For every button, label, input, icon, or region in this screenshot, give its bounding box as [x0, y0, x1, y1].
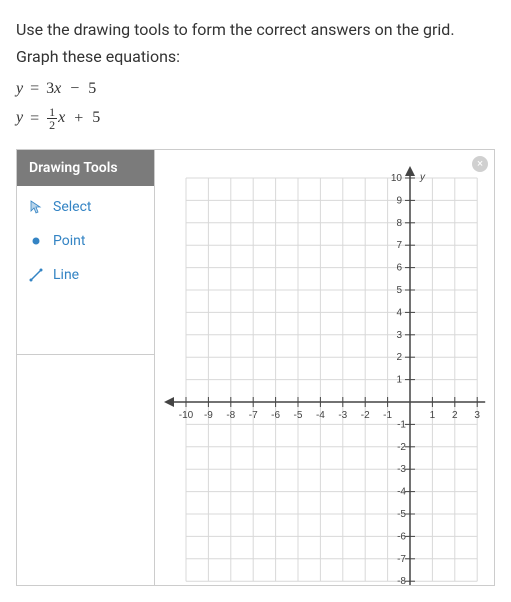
svg-text:7: 7: [396, 241, 402, 252]
eq2-fraction: 12: [47, 106, 57, 131]
graph-canvas[interactable]: × y-10-9-8-7-6-5-4-3-2-112312345678910-1…: [155, 150, 494, 585]
svg-text:1: 1: [396, 375, 402, 386]
drawing-tool-widget: Drawing Tools Select Point Line: [16, 149, 495, 586]
tool-select-label: Select: [53, 199, 91, 215]
tool-point-label: Point: [53, 233, 85, 249]
equations-block: y = 3x − 5 y = 12x + 5: [16, 80, 495, 131]
eq1-c: 5: [88, 80, 96, 97]
tool-line-label: Line: [53, 267, 79, 283]
line-icon: [29, 268, 43, 282]
svg-text:-5: -5: [294, 410, 303, 421]
svg-text:-7: -7: [249, 410, 258, 421]
svg-text:-5: -5: [397, 509, 406, 520]
tool-line[interactable]: Line: [17, 258, 154, 292]
dot-icon: [29, 234, 43, 248]
svg-text:-7: -7: [397, 554, 406, 565]
svg-text:2: 2: [452, 410, 458, 421]
coordinate-grid: y -10 -9 -8 -7 -6 -5 -4 -3 -2 -1 1 2 3 1 2 3 4 5 6 7 8 9 10 -1 -2…: [155, 150, 495, 585]
svg-text:-10: -10: [179, 410, 194, 421]
eq2-x: x: [58, 110, 65, 127]
svg-text:-4: -4: [316, 410, 325, 421]
eq1-op: −: [65, 80, 84, 97]
svg-text:2: 2: [396, 353, 402, 364]
svg-text:6: 6: [396, 263, 402, 274]
svg-text:-2: -2: [361, 410, 370, 421]
tool-select[interactable]: Select: [17, 190, 154, 224]
tool-list: Select Point Line: [17, 186, 154, 355]
tools-header: Drawing Tools: [17, 150, 154, 186]
svg-text:-9: -9: [204, 410, 213, 421]
eq2-den: 2: [47, 119, 57, 131]
eq2-c: 5: [92, 110, 100, 127]
svg-text:-8: -8: [397, 577, 406, 586]
svg-text:-6: -6: [271, 410, 280, 421]
eq2-op: +: [69, 110, 88, 127]
svg-text:-8: -8: [226, 410, 235, 421]
svg-text:3: 3: [396, 330, 402, 341]
svg-text:-2: -2: [397, 442, 406, 453]
svg-text:9: 9: [396, 196, 402, 207]
svg-text:-6: -6: [397, 532, 406, 543]
tools-sidebar: Drawing Tools Select Point Line: [17, 150, 155, 585]
tool-point[interactable]: Point: [17, 224, 154, 258]
equation-1: y = 3x − 5: [16, 80, 495, 98]
eq1-eq: =: [27, 80, 42, 97]
cursor-icon: [29, 200, 43, 214]
instruction-line-1: Use the drawing tools to form the correc…: [16, 16, 495, 43]
eq1-x: x: [54, 80, 61, 97]
eq2-eq: =: [27, 110, 42, 127]
svg-text:1: 1: [430, 410, 436, 421]
equation-2: y = 12x + 5: [16, 106, 495, 131]
svg-text:5: 5: [396, 285, 402, 296]
svg-text:-1: -1: [383, 410, 392, 421]
eq1-coef: 3: [46, 80, 54, 97]
svg-text:-3: -3: [397, 465, 406, 476]
instruction-line-2: Graph these equations:: [16, 43, 495, 70]
svg-text:8: 8: [396, 218, 402, 229]
eq1-y: y: [16, 80, 23, 97]
svg-text:-3: -3: [338, 410, 347, 421]
svg-text:-1: -1: [397, 420, 406, 431]
svg-text:-4: -4: [397, 487, 406, 498]
svg-text:4: 4: [396, 308, 402, 319]
eq2-y: y: [16, 110, 23, 127]
svg-text:10: 10: [391, 173, 403, 184]
svg-text:y: y: [419, 172, 426, 183]
svg-text:3: 3: [474, 410, 480, 421]
